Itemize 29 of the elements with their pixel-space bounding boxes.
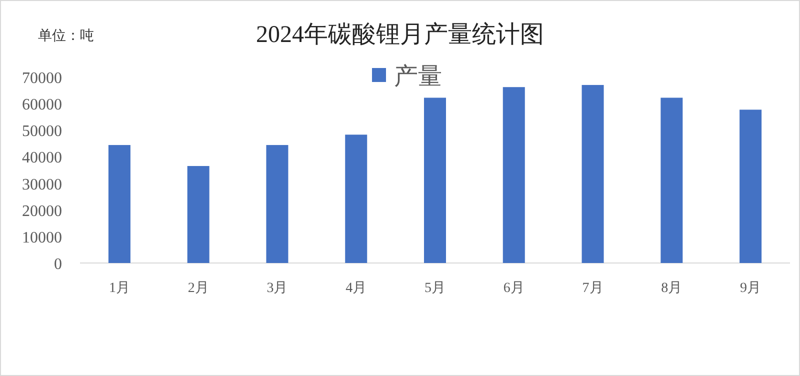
x-tick-label: 8月	[661, 281, 682, 296]
y-tick-label: 40000	[22, 150, 62, 167]
text: 单位：吨	[38, 28, 94, 44]
bar	[740, 110, 762, 263]
bar	[660, 98, 683, 263]
x-tick-label: 4月	[346, 281, 367, 296]
y-tick-label: 30000	[22, 176, 62, 194]
x-tick-label: 6月	[503, 281, 524, 296]
y-tick-label: 0	[54, 256, 62, 273]
x-tick-label: 3月	[266, 281, 288, 296]
x-tick-label: 9月	[740, 281, 762, 296]
y-tick-label: 50000	[22, 123, 62, 140]
x-tick-label: 5月	[424, 281, 446, 296]
x-tick-label: 7月	[582, 281, 604, 296]
bar	[582, 84, 604, 263]
chart-title: 2024年碳酸锂月产量统计图	[256, 21, 544, 48]
y-tick-label: 10000	[22, 229, 62, 246]
x-tick-label: 1月	[108, 281, 130, 296]
bar	[424, 98, 446, 263]
y-tick-label: 20000	[22, 202, 62, 220]
bar	[345, 134, 368, 263]
x-tick-label: 2月	[188, 281, 209, 296]
y-tick-label: 70000	[22, 70, 62, 87]
bar	[502, 87, 525, 263]
bar	[108, 145, 130, 263]
bar	[266, 145, 288, 263]
bar	[187, 166, 210, 263]
y-tick-label: 60000	[22, 96, 62, 114]
legend-label: 产量	[394, 63, 442, 90]
